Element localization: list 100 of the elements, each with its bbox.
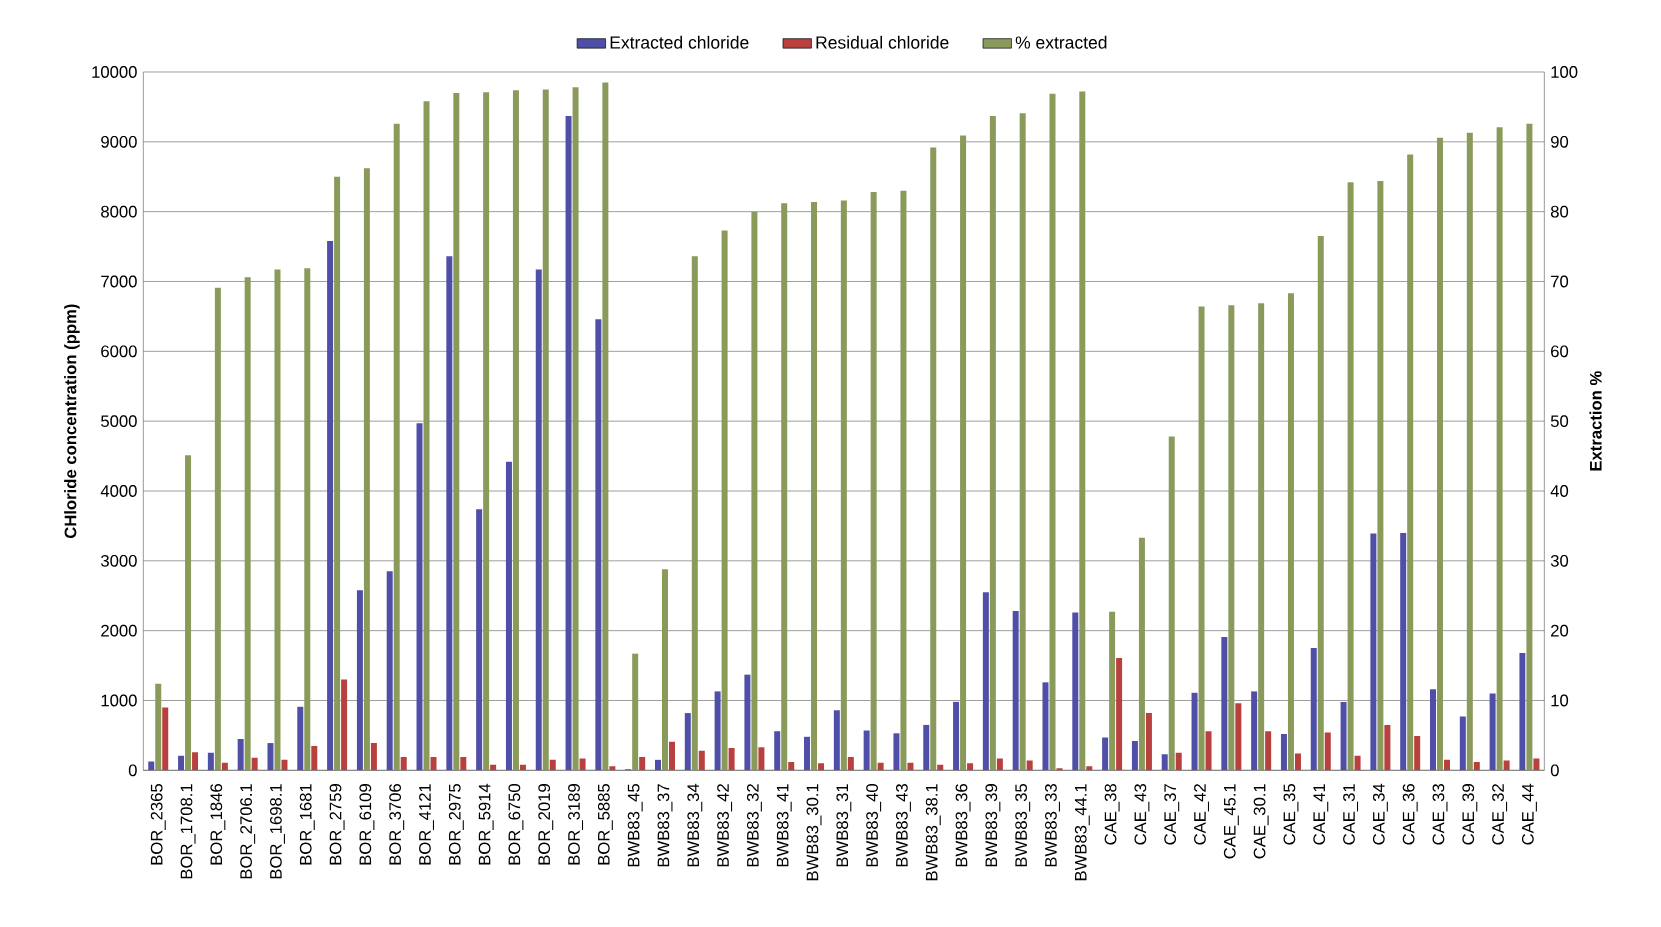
bar [244, 277, 251, 771]
x-tick-label: BWB83_37 [657, 784, 673, 867]
bar [483, 92, 490, 771]
bar [1026, 760, 1033, 771]
bar [923, 724, 930, 771]
bar [1056, 768, 1063, 771]
y2-tick-label: 10 [1551, 694, 1569, 707]
y-tick-label: 1000 [101, 694, 137, 707]
bar [1168, 436, 1175, 771]
bar [148, 761, 155, 771]
bar [1228, 305, 1235, 771]
y2-tick-label: 30 [1550, 554, 1569, 567]
y-tick-label: 3000 [101, 554, 137, 567]
x-tick-label: BOR_2975 [448, 784, 464, 865]
bar [1258, 303, 1265, 771]
bar [1049, 93, 1056, 771]
bar [460, 757, 467, 771]
bar [393, 123, 400, 771]
bar [1175, 752, 1182, 771]
bar [1102, 737, 1109, 771]
y2-tick-label: 50 [1550, 415, 1569, 428]
x-tick-label: BOR_2759 [329, 784, 345, 865]
x-tick-label: BOR_2019 [538, 784, 554, 865]
bar [654, 759, 661, 771]
bar [430, 757, 437, 771]
bar [1235, 703, 1242, 771]
y-tick-label: 8000 [101, 205, 137, 218]
bar [691, 256, 698, 771]
y2-axis-title: Extraction % [1589, 371, 1602, 471]
x-tick-label: CAE_42 [1194, 784, 1210, 845]
bar [900, 190, 907, 771]
x-tick-label: BWB83_36 [955, 784, 971, 867]
bar [1340, 701, 1347, 771]
y-tick-label: 5000 [101, 415, 137, 428]
bar [579, 758, 586, 771]
x-tick-label: CAE_45.1 [1223, 784, 1239, 859]
x-tick-label: BWB83_31 [836, 784, 852, 867]
x-tick-label: BOR_5914 [478, 783, 494, 865]
bar [1324, 732, 1331, 771]
y-tick-label: 6000 [101, 345, 137, 358]
x-tick-label: BOR_1698.1 [270, 784, 285, 879]
bar [281, 759, 288, 771]
legend-label: Extracted chloride [610, 35, 749, 49]
bar [877, 762, 884, 771]
y2-tick-label: 80 [1550, 205, 1569, 218]
x-tick-label: BWB83_40 [866, 783, 882, 867]
y2-tick-label: 90 [1551, 135, 1569, 148]
bar [1496, 127, 1503, 771]
bar [996, 758, 1003, 771]
bar [549, 759, 556, 771]
bar [833, 710, 840, 771]
bar [1459, 716, 1466, 771]
bar [698, 750, 705, 771]
bar [818, 763, 825, 771]
bar [804, 736, 811, 771]
legend-label: % extracted [1015, 35, 1107, 49]
x-tick-label: BOR_4121 [419, 784, 434, 865]
bar [1205, 731, 1212, 771]
x-tick-label: CAE_39 [1462, 784, 1478, 845]
x-tick-label: BOR_2365 [150, 784, 166, 865]
bar [728, 747, 735, 771]
y-tick-label: 2000 [101, 624, 137, 637]
y2-tick-label: 40 [1550, 485, 1569, 497]
bar [1466, 132, 1473, 771]
y-tick-label: 4000 [100, 485, 137, 497]
x-tick-label: BWB83_41 [776, 784, 792, 867]
x-tick-label: CAE_38 [1104, 784, 1120, 845]
bar [237, 738, 244, 771]
bar [714, 691, 721, 771]
x-tick-label: CAE_41 [1313, 784, 1329, 845]
bar [1287, 293, 1294, 771]
x-tick-label: BOR_1708.1 [180, 784, 196, 879]
bar [1377, 180, 1384, 771]
x-tick-label: BOR_6109 [359, 784, 375, 865]
bar [751, 211, 758, 771]
bar [960, 135, 967, 771]
y-tick-label: 9000 [101, 135, 137, 148]
x-tick-label: BWB83_33 [1045, 784, 1060, 867]
bar [1265, 731, 1272, 771]
x-tick-label: CAE_35 [1283, 784, 1299, 845]
bar [207, 752, 214, 771]
bar [788, 761, 795, 771]
bar [1042, 682, 1049, 771]
bar [774, 731, 781, 771]
bar [356, 590, 363, 771]
bar [386, 571, 393, 771]
bar [1519, 653, 1526, 771]
bar [1145, 713, 1152, 771]
bar [512, 90, 519, 771]
y2-tick-label: 70 [1551, 275, 1569, 288]
bar [1310, 648, 1317, 771]
x-tick-label: CAE_36 [1402, 784, 1418, 845]
bar [1533, 758, 1540, 771]
bar [1384, 724, 1391, 771]
bar [668, 741, 675, 771]
bar [781, 203, 788, 771]
bar [1414, 736, 1421, 771]
bar [758, 747, 765, 771]
x-tick-label: BWB83_34 [687, 783, 703, 867]
bar [192, 752, 199, 771]
